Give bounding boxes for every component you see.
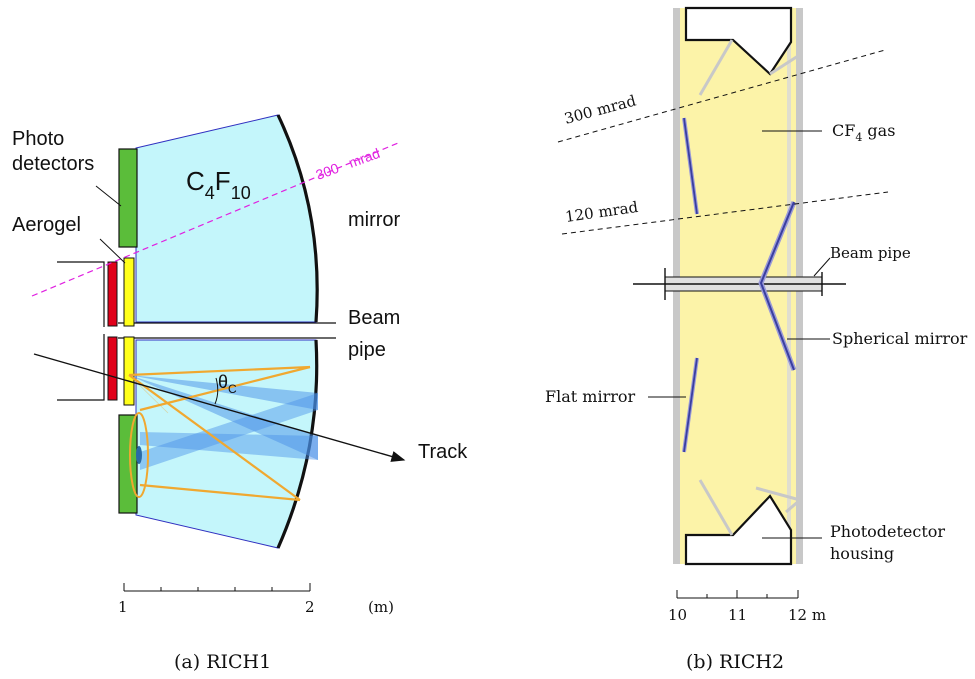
rich2-housing-bottom — [684, 494, 793, 566]
rich1-photon-3 — [139, 365, 311, 412]
rich2-diagram: 300 mrad 120 mrad CF4 gas Beam pipe Sphe… — [545, 6, 968, 673]
rich1-entry-top — [57, 261, 105, 327]
rich2-housing-label-2: housing — [830, 544, 894, 563]
rich1-cone-band-3 — [140, 393, 318, 470]
rich1-diagram: Photo detectors Aerogel C4F10 300 mrad m… — [12, 114, 468, 673]
rich1-photo-label-1: Photo — [12, 128, 64, 150]
rich1-track — [33, 353, 406, 462]
rich2-housing-top-grey-1 — [698, 39, 734, 96]
rich2-300mrad-label: 300 mrad — [562, 91, 638, 127]
rich1-red-lower — [107, 336, 118, 401]
rich2-housing-top-grey-2 — [769, 54, 799, 76]
rich2-flat-mirror-upper — [683, 117, 698, 215]
rich2-caption: (b) RICH2 — [686, 651, 784, 673]
rich1-mirror-label: mirror — [348, 209, 401, 231]
rich1-mirror — [276, 114, 319, 323]
rich1-photodetector-lower — [118, 414, 138, 514]
rich2-beam-leader — [813, 257, 831, 277]
rich1-photon-1 — [128, 365, 311, 377]
rich1-photo-leader — [95, 185, 122, 207]
rich1-aerogel-lower — [123, 336, 135, 406]
rich2-housing-bottom-grey-2 — [755, 486, 801, 502]
rich1-cone-band-4 — [140, 432, 318, 460]
rich1-beam-label-1: Beam — [348, 307, 400, 329]
rich2-scale — [676, 590, 799, 599]
rich2-housing-bottom-grey-3 — [785, 498, 801, 514]
rich2-spherical-mirror-label: Spherical mirror — [832, 329, 968, 348]
rich2-beam-pipe-label: Beam pipe — [830, 244, 911, 262]
rich1-scale — [123, 583, 311, 592]
rich1-scale-unit: (m) — [368, 598, 394, 616]
rich2-300mrad-line — [557, 49, 886, 143]
rich1-scale-tick-1: 1 — [118, 598, 128, 616]
rich2-120mrad-line — [561, 191, 889, 235]
rich1-beam-label-2: pipe — [348, 339, 386, 361]
rich1-aerogel-upper — [123, 257, 135, 327]
rich2-gas-label: CF4 gas — [832, 121, 895, 144]
rich1-cone-band-2 — [129, 375, 318, 460]
rich1-red-upper — [107, 261, 118, 327]
rich2-scale-tick-1: 10 — [668, 606, 687, 624]
rich2-flat-mirror-lower — [683, 357, 698, 453]
rich2-flat-mirror-label: Flat mirror — [545, 387, 635, 406]
rich2-housing-bottom-grey-1 — [698, 479, 734, 536]
rich2-scale-tick-3: 12 m — [788, 606, 826, 624]
rich1-theta-label: θC — [218, 372, 237, 396]
rich2-housing-label-1: Photodetector — [830, 522, 945, 541]
rich1-photo-label-2: detectors — [12, 153, 94, 175]
rich1-track-label: Track — [418, 441, 468, 463]
rich1-scale-tick-2: 2 — [305, 598, 315, 616]
rich1-ring-image — [136, 446, 142, 464]
rich1-theta-arc — [214, 377, 219, 405]
rich1-caption: (a) RICH1 — [174, 651, 271, 673]
rich1-aerogel-label: Aerogel — [12, 214, 81, 236]
rich2-spherical-mirror-core — [759, 201, 795, 371]
rich1-cone-band-1 — [129, 375, 318, 410]
rich1-gas-label: C4F10 — [186, 166, 251, 203]
rich1-entry-bottom — [57, 334, 105, 401]
rich1-theta-line — [128, 374, 169, 414]
rich1-photon-4 — [139, 483, 301, 502]
rich1-ring-ellipse — [129, 412, 149, 498]
rich1-300mrad-label: 300 mrad — [314, 145, 382, 183]
rich1-photodetector-upper — [118, 148, 138, 248]
rich2-scale-tick-2: 11 — [728, 606, 747, 624]
rich2-120mrad-label: 120 mrad — [564, 198, 640, 226]
rich1-aerogel-leader — [99, 238, 126, 264]
rich1-300mrad-line — [31, 142, 399, 297]
rich1-photon-2 — [128, 374, 301, 501]
